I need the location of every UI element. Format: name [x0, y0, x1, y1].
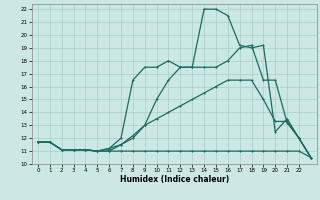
X-axis label: Humidex (Indice chaleur): Humidex (Indice chaleur) [120, 175, 229, 184]
